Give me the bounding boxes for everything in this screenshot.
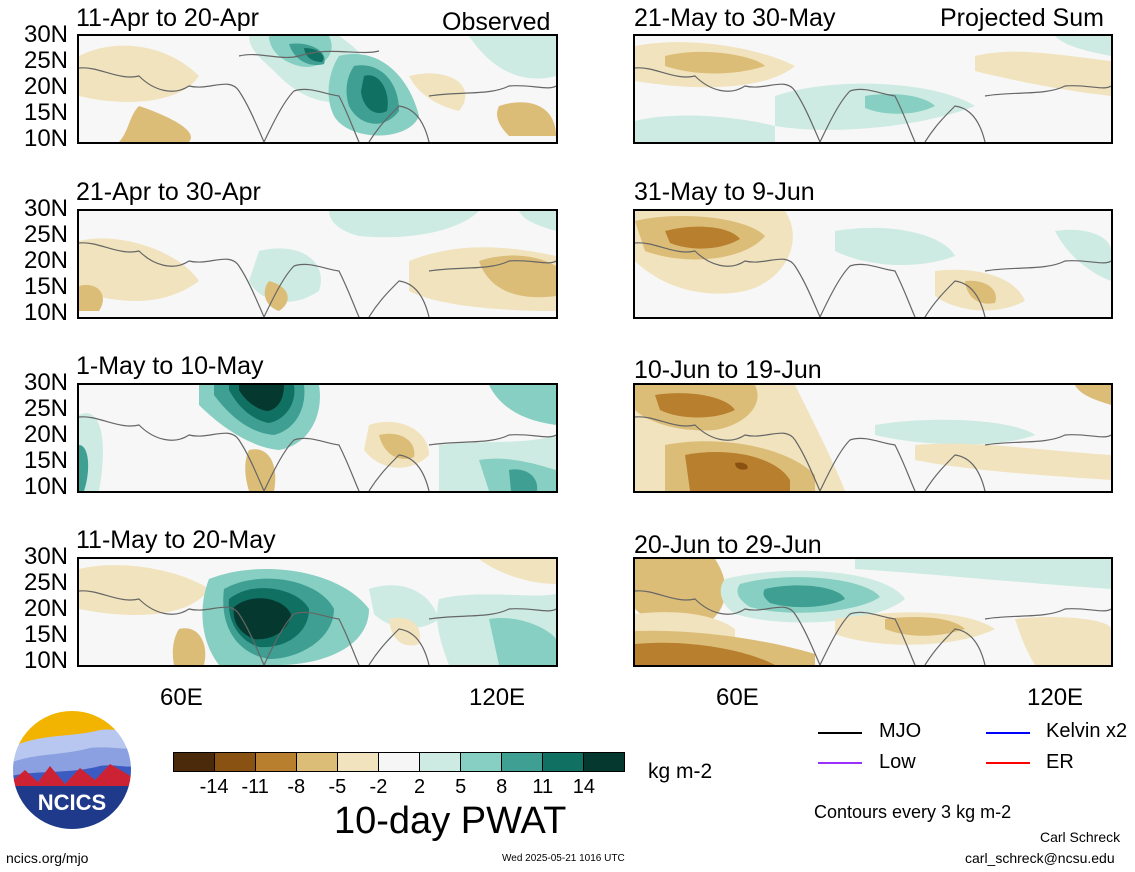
ncics-logo-graphic: NCICS <box>11 709 133 831</box>
ncics-logo: NCICS <box>10 708 134 832</box>
footer-timestamp: Wed 2025-05-21 1016 UTC <box>502 853 625 864</box>
legend-low-label: Low <box>879 751 916 773</box>
y-axis-labels-row3: 30N 25N 20N 15N 10N <box>8 369 68 500</box>
colorbar-tick-label: -8 <box>287 776 306 798</box>
colorbar-tick-label: 2 <box>413 776 426 798</box>
y-tick: 30N <box>23 543 68 570</box>
y-tick: 10N <box>23 125 68 152</box>
x-tick-right-60e: 60E <box>716 684 759 711</box>
colorbar <box>173 752 625 772</box>
y-axis-labels-row4: 30N 25N 20N 15N 10N <box>8 543 68 674</box>
y-axis-labels-row1: 30N 25N 20N 15N 10N <box>8 21 68 152</box>
colorbar-tick-label: -11 <box>241 776 269 798</box>
y-axis-labels-row2: 30N 25N 20N 15N 10N <box>8 195 68 326</box>
colorbar-ticks: -14 -11 -8 -5 -2 2 5 8 11 14 <box>173 777 625 799</box>
panel-title: 11-May to 20-May <box>76 526 276 554</box>
y-tick: 10N <box>23 473 68 500</box>
panel-title: 31-May to 9-Jun <box>634 178 815 206</box>
legend-er-label: ER <box>1046 751 1074 773</box>
map-panel-proj-1 <box>633 34 1113 144</box>
colorbar-swatch <box>215 753 256 771</box>
y-tick: 25N <box>23 395 68 422</box>
legend-mjo-label: MJO <box>879 720 922 742</box>
colorbar-tick-label: 8 <box>496 776 508 798</box>
legend-kelvin-line <box>986 732 1030 734</box>
projected-sum-header: Projected Sum <box>940 4 1104 32</box>
colorbar-swatch <box>174 753 215 771</box>
colorbar-swatches <box>173 752 625 772</box>
colorbar-swatch <box>256 753 297 771</box>
footer-url[interactable]: ncics.org/mjo <box>6 850 89 866</box>
y-tick: 15N <box>23 273 68 300</box>
panel-title: 10-Jun to 19-Jun <box>634 356 822 384</box>
observed-header: Observed <box>442 8 551 36</box>
map-panel-proj-2 <box>633 209 1113 319</box>
logo-text: NCICS <box>38 790 106 815</box>
panel-title: 11-Apr to 20-Apr <box>76 4 259 32</box>
map-panel-obs-3 <box>77 383 558 493</box>
legend-kelvin-label: Kelvin x2 <box>1046 720 1128 742</box>
contours-note: Contours every 3 kg m-2 <box>814 802 1012 822</box>
y-tick: 25N <box>23 221 68 248</box>
legend-mjo-line <box>818 732 862 734</box>
y-tick: 15N <box>23 99 68 126</box>
panel-title: 20-Jun to 29-Jun <box>634 531 822 559</box>
y-tick: 30N <box>23 369 68 396</box>
colorbar-tick-label: -14 <box>199 776 229 798</box>
y-tick: 20N <box>23 247 68 274</box>
map-panel-proj-4 <box>633 557 1113 667</box>
colorbar-swatch <box>420 753 461 771</box>
panel-title: 21-May to 30-May <box>634 4 836 32</box>
footer-author: Carl Schreck <box>1040 829 1121 845</box>
colorbar-swatch <box>379 753 420 771</box>
colorbar-tick-label: 11 <box>532 776 554 798</box>
colorbar-title: 10-day PWAT <box>334 800 567 842</box>
y-tick: 30N <box>23 195 68 222</box>
colorbar-swatch <box>502 753 543 771</box>
y-tick: 20N <box>23 595 68 622</box>
colorbar-units: kg m-2 <box>648 760 713 783</box>
x-tick-right-120e: 120E <box>1027 684 1084 711</box>
y-tick: 10N <box>23 299 68 326</box>
panel-title: 21-Apr to 30-Apr <box>76 178 261 206</box>
colorbar-swatch <box>297 753 338 771</box>
y-tick: 25N <box>23 569 68 596</box>
map-panel-obs-2 <box>77 209 558 319</box>
y-tick: 10N <box>23 647 68 674</box>
map-panel-obs-1 <box>77 34 558 144</box>
colorbar-tick-label: -5 <box>328 776 347 798</box>
colorbar-swatch <box>584 753 624 771</box>
colorbar-tick-label: 5 <box>455 776 467 798</box>
y-tick: 15N <box>23 621 68 648</box>
y-tick: 20N <box>23 421 68 448</box>
map-panel-proj-3 <box>633 383 1113 493</box>
legend-er-line <box>986 762 1030 764</box>
colorbar-tick-label: 14 <box>572 776 596 798</box>
colorbar-swatch <box>338 753 379 771</box>
panel-title: 1-May to 10-May <box>76 352 264 380</box>
colorbar-swatch <box>461 753 502 771</box>
legend-low-line <box>818 762 862 764</box>
y-tick: 20N <box>23 73 68 100</box>
colorbar-swatch <box>543 753 584 771</box>
y-tick: 25N <box>23 47 68 74</box>
map-panel-obs-4 <box>77 557 558 667</box>
colorbar-tick-label: -2 <box>369 776 388 798</box>
x-tick-left-120e: 120E <box>469 684 526 711</box>
y-tick: 30N <box>23 21 68 48</box>
x-tick-left-60e: 60E <box>160 684 203 711</box>
footer-email[interactable]: carl_schreck@ncsu.edu <box>965 850 1115 866</box>
y-tick: 15N <box>23 447 68 474</box>
